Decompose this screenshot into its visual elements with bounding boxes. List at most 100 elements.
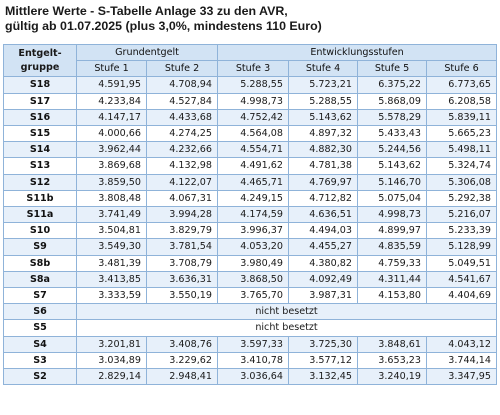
stufe-1-value: 3.413,85 bbox=[76, 270, 147, 289]
not-occupied-note: nicht besetzt bbox=[75, 319, 498, 337]
table-row: S15 4.000,66 4.274,25 4.564,08 4.897,32 5.433… bbox=[3, 125, 498, 143]
table-row: S14 3.962,44 4.232,66 4.554,71 4.882,30 5.244… bbox=[3, 141, 498, 159]
salary-table: Entgelt- gruppe Grundentgelt Entwicklung… bbox=[3, 43, 498, 386]
stufe-1-value: 4.000,66 bbox=[76, 125, 147, 143]
stufe-2-header: Stufe 2 bbox=[145, 60, 219, 78]
entgeltgruppe-header-line-2: gruppe bbox=[20, 61, 60, 73]
stufe-4-value: 3.725,30 bbox=[288, 335, 359, 353]
stufe-2-value: 4.433,68 bbox=[145, 108, 219, 127]
stufe-6-header: Stufe 6 bbox=[426, 60, 498, 78]
stufe-3-value: 5.288,55 bbox=[217, 76, 290, 94]
stufe-4-value: 3.132,45 bbox=[288, 368, 359, 386]
stufe-6-value: 4.404,69 bbox=[426, 287, 498, 305]
stufe-3-header: Stufe 3 bbox=[217, 60, 290, 78]
table-row: S6 nicht besetzt bbox=[3, 303, 498, 321]
stufe-6-value: 6.208,58 bbox=[426, 92, 498, 110]
stufe-5-value: 4.899,97 bbox=[357, 222, 428, 240]
stufe-4-value: 4.092,49 bbox=[288, 270, 359, 289]
stufe-1-value: 4.233,84 bbox=[76, 92, 147, 110]
stufe-5-value: 5.433,43 bbox=[357, 125, 428, 143]
entgeltgruppe-cell: S11b bbox=[3, 189, 77, 208]
stufe-4-value: 4.781,38 bbox=[288, 157, 359, 175]
table-row: S3 3.034,89 3.229,62 3.410,78 3.577,12 3.653,… bbox=[3, 351, 498, 370]
stufe-1-value: 2.829,14 bbox=[76, 368, 147, 386]
stufe-5-header: Stufe 5 bbox=[357, 60, 428, 78]
stufe-3-value: 4.998,73 bbox=[217, 92, 290, 110]
table-row: S8a 3.413,85 3.636,31 3.868,50 4.092,49 4.311… bbox=[3, 270, 498, 289]
entgeltgruppe-cell: S11a bbox=[3, 206, 77, 224]
stufe-2-value: 4.708,94 bbox=[145, 76, 219, 94]
table-row: S4 3.201,81 3.408,76 3.597,33 3.725,30 3.848,… bbox=[3, 335, 498, 353]
stufe-6-value: 5.049,51 bbox=[426, 254, 498, 272]
stufe-1-value: 3.034,89 bbox=[76, 351, 147, 370]
stufe-5-value: 4.998,73 bbox=[357, 206, 428, 224]
table-row: S13 3.869,68 4.132,98 4.491,62 4.781,38 5.143… bbox=[3, 157, 498, 175]
stufe-4-value: 4.897,32 bbox=[288, 125, 359, 143]
entgeltgruppe-cell: S13 bbox=[3, 157, 77, 175]
stufe-2-value: 3.829,79 bbox=[145, 222, 219, 240]
stufe-5-value: 5.244,56 bbox=[357, 141, 428, 159]
entgeltgruppe-cell: S8b bbox=[3, 254, 77, 272]
stufe-3-value: 3.036,64 bbox=[217, 368, 290, 386]
stufe-2-value: 4.527,84 bbox=[145, 92, 219, 110]
stufe-2-value: 4.274,25 bbox=[145, 125, 219, 143]
stufe-2-value: 4.132,98 bbox=[145, 157, 219, 175]
stufe-6-value: 5.292,38 bbox=[426, 189, 498, 208]
stufe-3-value: 4.554,71 bbox=[217, 141, 290, 159]
stufe-2-value: 4.122,07 bbox=[145, 173, 219, 191]
table-row: S16 4.147,17 4.433,68 4.752,42 5.143,62 5.578… bbox=[3, 108, 498, 127]
stufe-4-value: 3.987,31 bbox=[288, 287, 359, 305]
stufe-6-value: 5.233,39 bbox=[426, 222, 498, 240]
stufe-5-value: 4.835,59 bbox=[357, 238, 428, 256]
stufe-6-value: 5.839,11 bbox=[426, 108, 498, 127]
stufe-2-value: 3.229,62 bbox=[145, 351, 219, 370]
stufe-5-value: 4.759,33 bbox=[357, 254, 428, 272]
table-row: S17 4.233,84 4.527,84 4.998,73 5.288,55 5.868… bbox=[3, 92, 498, 110]
stufe-6-value: 5.324,74 bbox=[426, 157, 498, 175]
entgeltgruppe-cell: S4 bbox=[3, 335, 77, 353]
entgeltgruppe-cell: S14 bbox=[3, 141, 77, 159]
stufe-4-value: 5.723,21 bbox=[288, 76, 359, 94]
page-title: Mittlere Werte - S-Tabelle Anlage 33 zu … bbox=[5, 4, 322, 34]
entgeltgruppe-header-line-1: Entgelt- bbox=[18, 47, 62, 59]
stufe-5-value: 5.146,70 bbox=[357, 173, 428, 191]
stufe-3-value: 4.053,20 bbox=[217, 238, 290, 256]
stufe-4-value: 4.712,82 bbox=[288, 189, 359, 208]
stufe-3-value: 4.249,15 bbox=[217, 189, 290, 208]
stufe-5-value: 3.848,61 bbox=[357, 335, 428, 353]
stufe-5-value: 4.311,44 bbox=[357, 270, 428, 289]
table-row: S9 3.549,30 3.781,54 4.053,20 4.455,27 4.835,… bbox=[3, 238, 498, 256]
stufe-1-value: 3.859,50 bbox=[76, 173, 147, 191]
entgeltgruppe-cell: S7 bbox=[3, 287, 77, 305]
stufe-6-value: 3.347,95 bbox=[426, 368, 498, 386]
entgeltgruppe-cell: S10 bbox=[3, 222, 77, 240]
stufe-2-value: 3.408,76 bbox=[145, 335, 219, 353]
table-body: S18 4.591,95 4.708,94 5.288,55 5.723,21 6.375… bbox=[3, 76, 498, 386]
stufe-3-value: 3.868,50 bbox=[217, 270, 290, 289]
stufe-3-value: 3.980,49 bbox=[217, 254, 290, 272]
stufe-5-value: 5.868,09 bbox=[357, 92, 428, 110]
entgeltgruppe-cell: S17 bbox=[3, 92, 77, 110]
stufe-5-value: 5.143,62 bbox=[357, 157, 428, 175]
stufe-2-value: 3.708,79 bbox=[145, 254, 219, 272]
stufe-2-value: 4.232,66 bbox=[145, 141, 219, 159]
stufe-3-value: 3.597,33 bbox=[217, 335, 290, 353]
stufe-3-value: 3.410,78 bbox=[217, 351, 290, 370]
table-row: S18 4.591,95 4.708,94 5.288,55 5.723,21 6.375… bbox=[3, 76, 498, 94]
table-row: S7 3.333,59 3.550,19 3.765,70 3.987,31 4.153,… bbox=[3, 287, 498, 305]
entgeltgruppe-cell: S2 bbox=[3, 368, 77, 386]
stufe-5-value: 5.075,04 bbox=[357, 189, 428, 208]
table-row: S11a 3.741,49 3.994,28 4.174,59 4.636,51 4.99… bbox=[3, 206, 498, 224]
stufe-5-value: 6.375,22 bbox=[357, 76, 428, 94]
stufe-4-value: 4.380,82 bbox=[288, 254, 359, 272]
stufe-4-value: 3.577,12 bbox=[288, 351, 359, 370]
stufe-3-value: 4.752,42 bbox=[217, 108, 290, 127]
stufe-1-value: 3.481,39 bbox=[76, 254, 147, 272]
table-row: S2 2.829,14 2.948,41 3.036,64 3.132,45 3.240,… bbox=[3, 368, 498, 386]
entgeltgruppe-cell: S8a bbox=[3, 270, 77, 289]
stufe-3-value: 4.564,08 bbox=[217, 125, 290, 143]
stufe-6-value: 5.128,99 bbox=[426, 238, 498, 256]
entgeltgruppe-cell: S18 bbox=[3, 76, 77, 94]
table-row: S8b 3.481,39 3.708,79 3.980,49 4.380,82 4.759… bbox=[3, 254, 498, 272]
table-row: S12 3.859,50 4.122,07 4.465,71 4.769,97 5.146… bbox=[3, 173, 498, 191]
